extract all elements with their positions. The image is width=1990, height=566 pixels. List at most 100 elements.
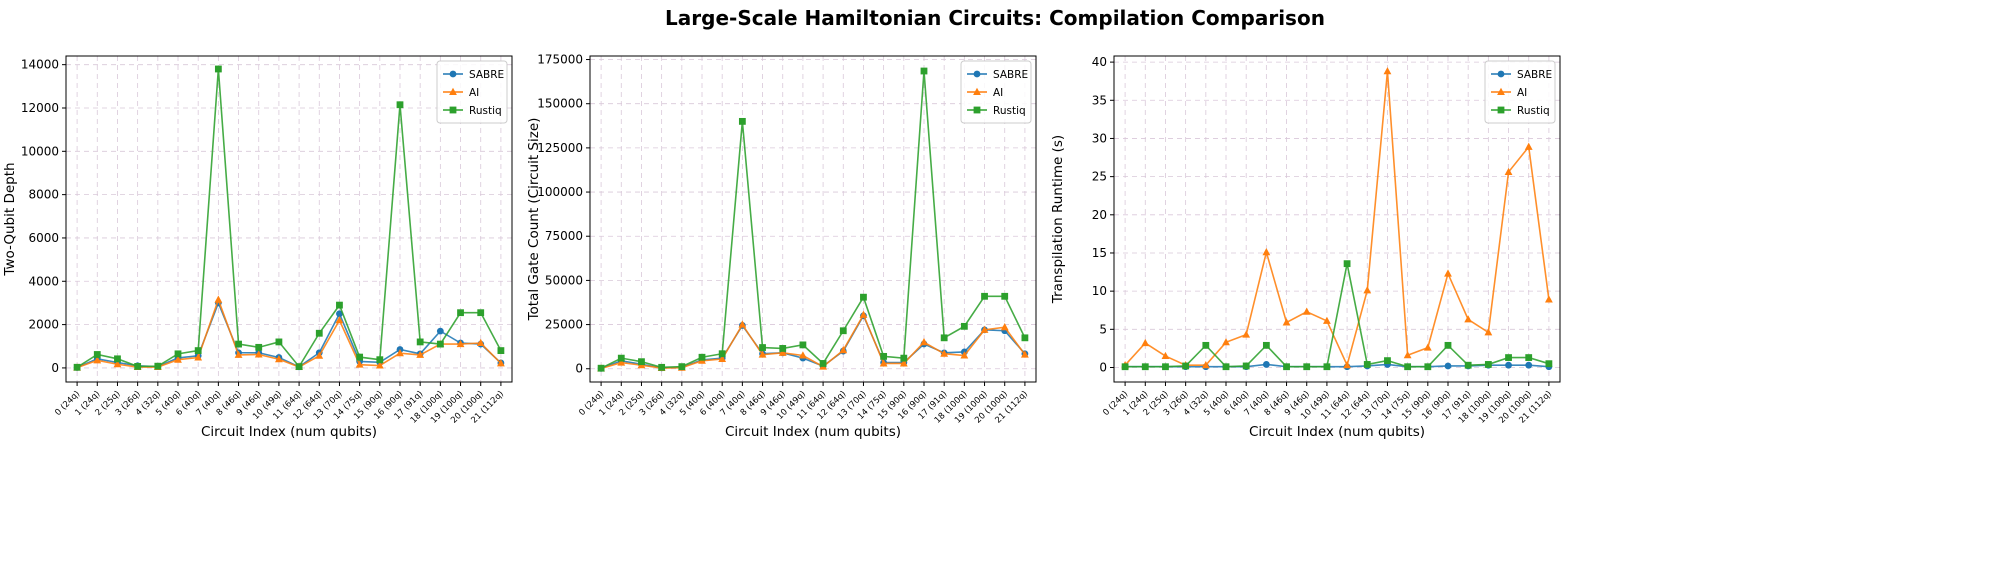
data-point-sabre — [1444, 362, 1452, 370]
y-tick-label: 2000 — [28, 318, 59, 332]
data-point-ai — [315, 351, 324, 359]
data-point-rustiq — [497, 347, 505, 354]
data-point-ai — [234, 350, 243, 358]
data-point-ai — [1484, 328, 1493, 336]
series-line-rustiq — [600, 70, 1026, 369]
data-point-rustiq — [638, 358, 645, 366]
data-point-rustiq — [214, 65, 222, 73]
data-point-rustiq — [477, 309, 485, 317]
y-axis-label: Transpilation Runtime (s) — [1050, 135, 1066, 304]
data-point-rustiq — [960, 322, 968, 330]
data-point-rustiq — [1505, 354, 1512, 361]
x-axis-label: Circuit Index (num qubits) — [201, 424, 377, 440]
legend-marker — [449, 106, 457, 114]
data-point-ai — [758, 350, 767, 358]
data-point-ai — [1161, 351, 1170, 360]
data-point-rustiq — [860, 293, 867, 301]
data-point-rustiq — [920, 67, 928, 75]
legend-marker — [973, 70, 981, 78]
series-line-rustiq — [76, 68, 502, 369]
data-point-ai — [1323, 316, 1331, 324]
y-tick-label: 0 — [575, 362, 583, 376]
data-point-ai — [214, 295, 223, 303]
data-point-ai — [899, 359, 908, 367]
data-point-rustiq — [336, 301, 343, 309]
data-point-rustiq — [1323, 363, 1331, 371]
data-point-ai — [1343, 361, 1351, 369]
figure-title: Large-Scale Hamiltonian Circuits: Compil… — [665, 6, 1325, 30]
data-point-rustiq — [1283, 363, 1290, 371]
y-tick-label: 30 — [1092, 131, 1107, 145]
data-point-rustiq — [1303, 363, 1311, 371]
y-tick-label: 75000 — [545, 229, 583, 243]
legend-marker — [449, 70, 457, 78]
data-point-rustiq — [457, 309, 464, 317]
data-point-ai — [778, 348, 787, 356]
legend-marker — [449, 87, 457, 95]
legend-label: AI — [993, 87, 1003, 99]
y-tick-label: 10000 — [21, 144, 59, 158]
data-point-sabre — [436, 327, 444, 335]
data-point-ai — [335, 316, 344, 324]
data-point-ai — [1302, 307, 1311, 315]
data-point-ai — [375, 361, 384, 369]
data-point-ai — [456, 339, 465, 348]
data-point-ai — [355, 360, 364, 368]
data-point-ai — [275, 355, 283, 363]
data-point-ai — [174, 355, 182, 363]
legend-label: Rustiq — [1517, 105, 1550, 117]
data-point-rustiq — [738, 117, 746, 125]
y-tick-label: 0 — [1099, 360, 1107, 374]
legend-marker — [1497, 70, 1505, 78]
data-point-rustiq — [1121, 363, 1129, 371]
data-point-ai — [980, 325, 989, 333]
legend-label: AI — [1517, 87, 1527, 99]
data-point-rustiq — [1141, 363, 1149, 371]
data-point-ai — [1504, 167, 1513, 176]
legend-label: SABRE — [469, 69, 504, 81]
y-tick-label: 8000 — [28, 188, 59, 202]
data-point-rustiq — [839, 327, 847, 335]
data-point-ai — [497, 359, 505, 367]
series-line-ai — [600, 313, 1026, 370]
data-point-rustiq — [658, 363, 666, 371]
data-point-ai — [879, 359, 888, 367]
data-point-rustiq — [1404, 363, 1412, 371]
data-point-rustiq — [315, 329, 323, 337]
y-tick-label: 50000 — [545, 273, 583, 287]
legend-label: Rustiq — [469, 105, 502, 117]
data-point-rustiq — [799, 341, 807, 349]
data-point-ai — [617, 358, 626, 366]
data-point-sabre — [1525, 361, 1533, 369]
data-point-ai — [1141, 338, 1150, 347]
data-point-rustiq — [114, 355, 121, 363]
data-point-ai — [1000, 323, 1009, 331]
data-point-ai — [1383, 67, 1392, 75]
y-axis-label: Total Gate Count (Circuit Size) — [526, 118, 542, 322]
series-line-sabre — [76, 300, 502, 369]
data-point-rustiq — [1464, 361, 1472, 369]
data-point-ai — [1242, 330, 1251, 338]
y-tick-label: 125000 — [537, 141, 583, 155]
data-point-ai — [1423, 343, 1432, 351]
data-point-rustiq — [940, 334, 948, 342]
legend-marker — [1497, 106, 1505, 114]
data-point-rustiq — [396, 101, 404, 109]
data-point-rustiq — [900, 354, 908, 362]
y-tick-label: 5 — [1099, 322, 1107, 336]
data-point-rustiq — [759, 344, 766, 351]
data-point-rustiq — [1001, 292, 1009, 300]
y-axis-label: Two-Qubit Depth — [2, 162, 18, 276]
x-axis-label: Circuit Index (num qubits) — [725, 424, 901, 440]
data-point-rustiq — [1384, 357, 1391, 365]
data-point-rustiq — [174, 350, 182, 358]
data-point-ai — [1464, 315, 1473, 323]
data-point-ai — [113, 360, 122, 368]
y-tick-label: 6000 — [28, 231, 59, 245]
data-point-rustiq — [134, 363, 142, 370]
data-point-rustiq — [73, 363, 81, 371]
